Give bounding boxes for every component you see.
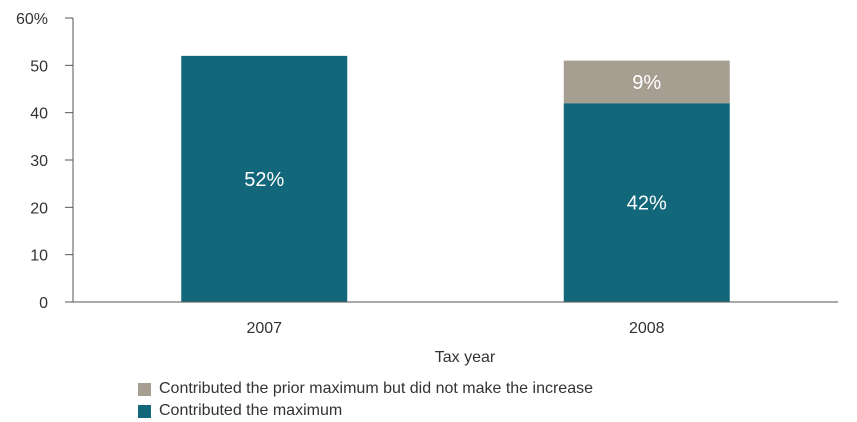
data-label-2007-0: 52% [244,169,284,191]
legend-swatch-maximum [138,404,151,418]
legend-swatch-prior-maximum [138,382,151,396]
bar-segment-2008-1 [563,60,730,104]
x-tick-label-2007: 2007 [246,320,282,337]
y-axis: 0 10 20 30 40 50 60% [16,11,74,312]
y-tick-label: 20 [30,200,48,217]
legend-item-prior-maximum: Contributed the prior maximum but did no… [138,378,593,400]
bars: 52% 42% 9% [181,55,730,302]
legend: Contributed the prior maximum but did no… [138,378,593,422]
y-tick-label: 60% [16,11,48,28]
y-tick-label: 10 [30,248,48,265]
y-tick-label: 0 [39,295,48,312]
x-axis: 2007 2008 [73,301,838,337]
legend-label-maximum: Contributed the maximum [159,402,343,419]
data-label-2008-1: 9% [632,72,661,94]
legend-label-prior-maximum: Contributed the prior maximum but did no… [159,380,593,397]
x-tick-label-2008: 2008 [629,320,665,337]
x-axis-title: Tax year [435,349,496,366]
bar-segment-2008-0 [563,103,730,302]
y-tick-label: 50 [30,58,48,75]
y-tick-label: 40 [30,106,48,123]
data-label-2008-0: 42% [627,193,667,215]
y-tick-label: 30 [30,153,48,170]
legend-item-maximum: Contributed the maximum [138,400,593,422]
bar-segment-2007-0 [181,55,348,302]
